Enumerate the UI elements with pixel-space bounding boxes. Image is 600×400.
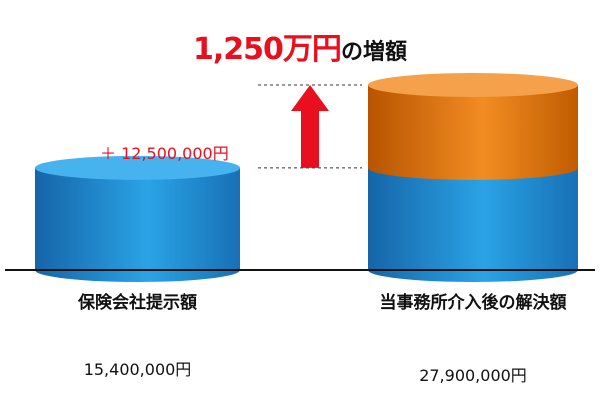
total-label: 15,400,000円: [83, 360, 192, 379]
cylinder-bottom: [368, 155, 578, 180]
cylinder-top: [368, 73, 578, 97]
cylinder-body: [368, 85, 578, 168]
increase-arrow: [291, 85, 329, 168]
category-label: 保険会社提示額: [78, 293, 197, 313]
cylinder-body: [35, 167, 240, 270]
headline: 1,250万円の増額: [0, 24, 600, 68]
cylinder-body: [368, 167, 578, 270]
category-label: 当事務所介入後の解決額: [379, 293, 567, 313]
increase-label: ＋ 12,500,000円: [100, 144, 229, 163]
total-label: 27,900,000円: [419, 366, 527, 385]
cylinder-top: [35, 155, 240, 180]
headline-amount: 1,250万円: [193, 32, 342, 67]
headline-suffix: の増額: [340, 40, 407, 65]
